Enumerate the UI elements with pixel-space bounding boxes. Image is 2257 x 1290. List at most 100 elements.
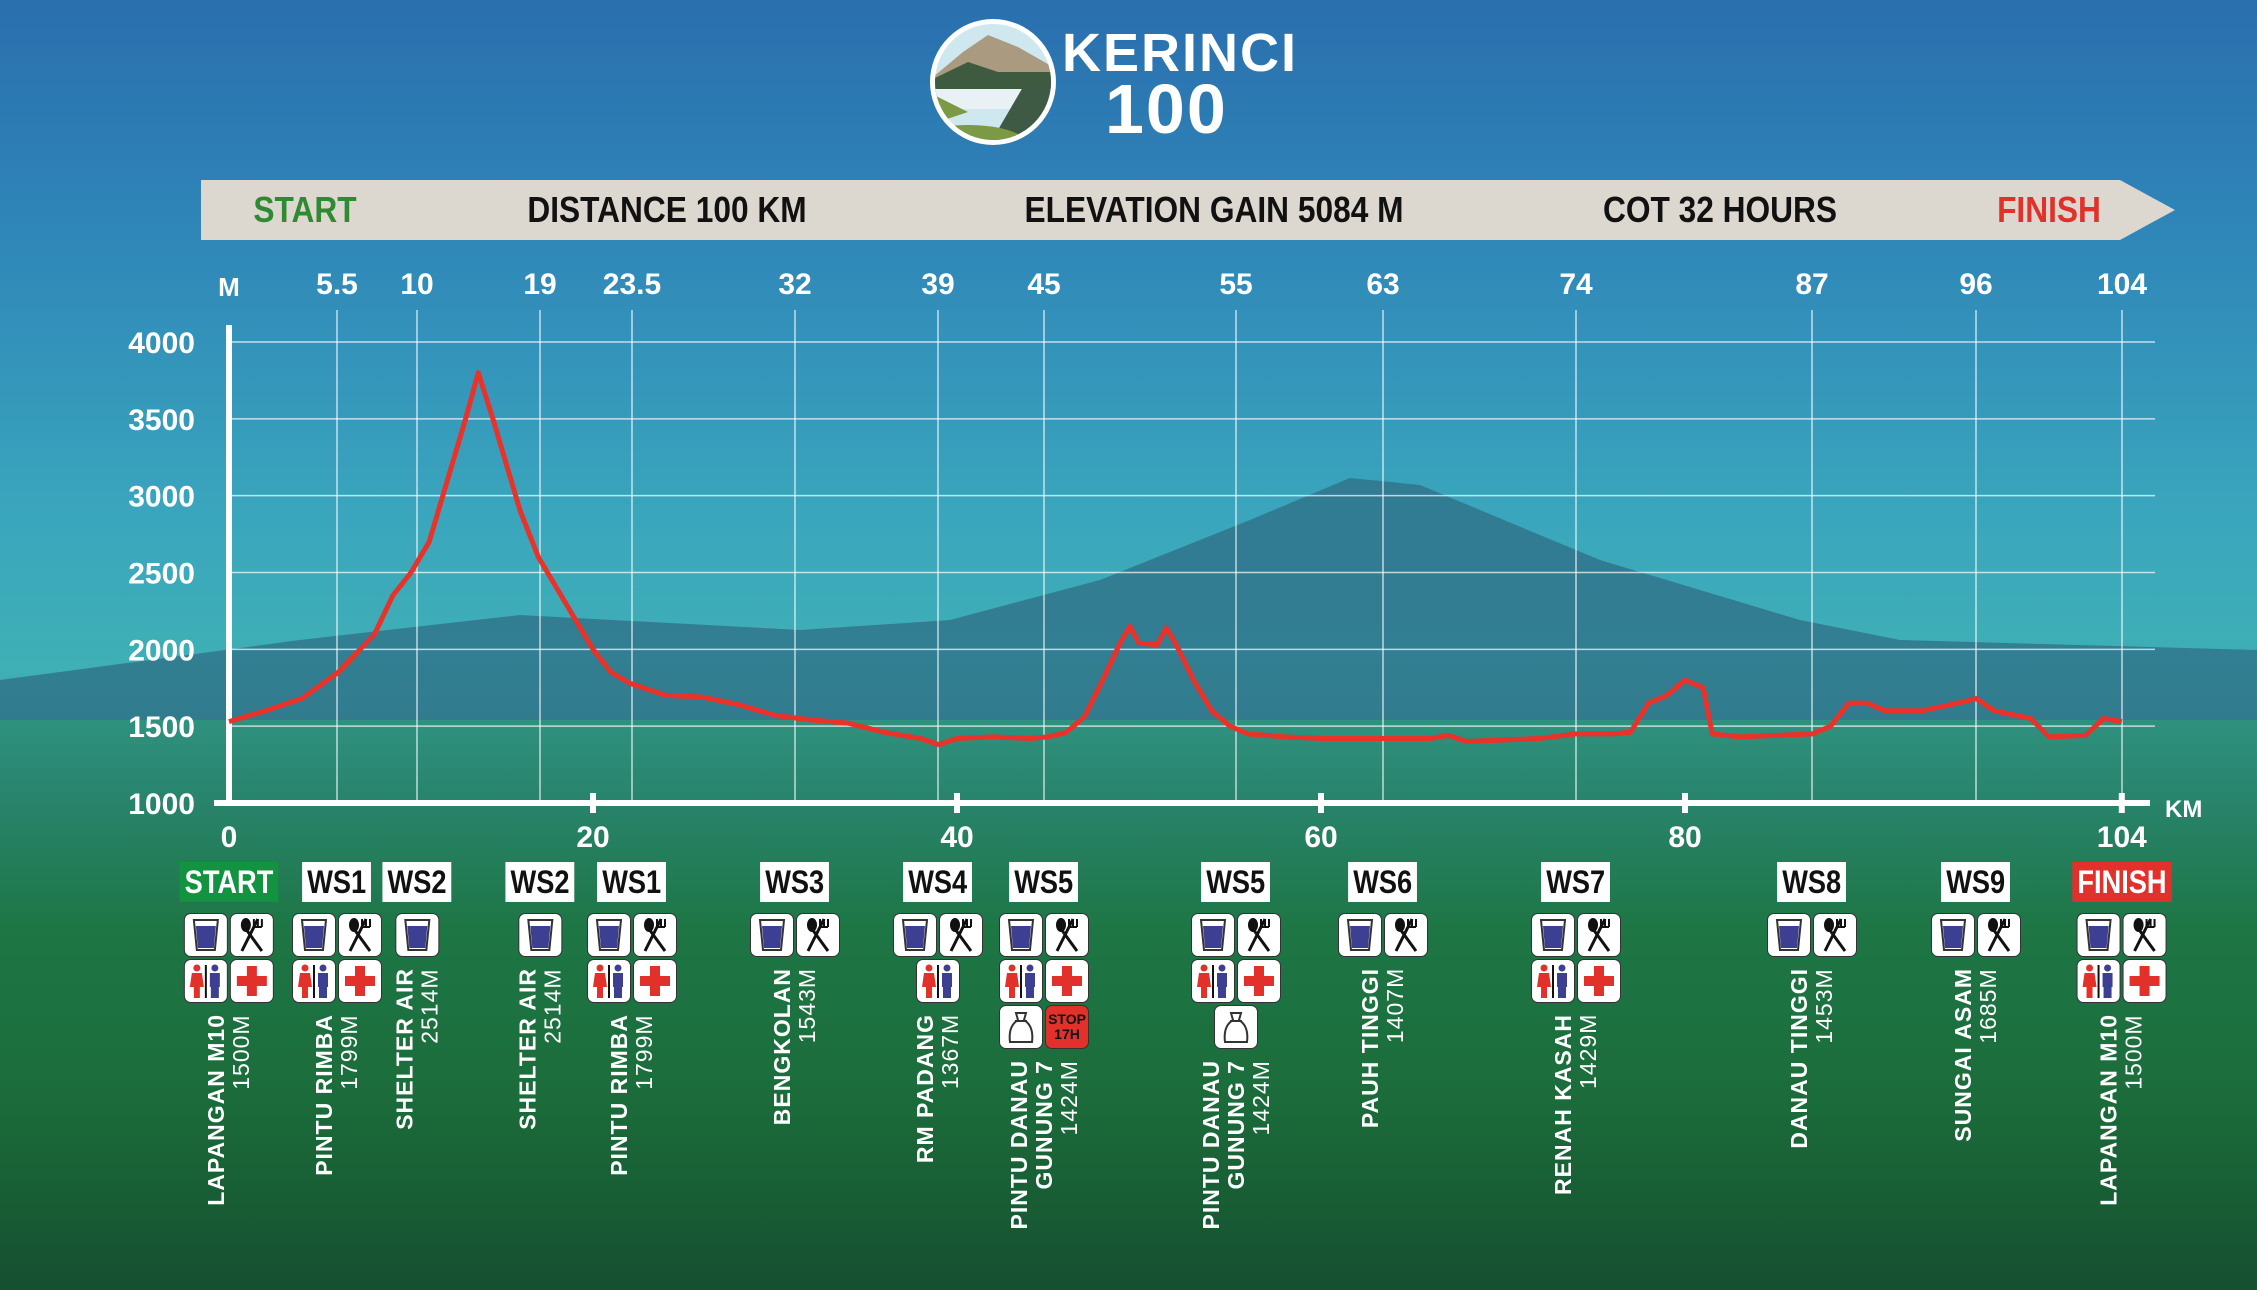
food-icon bbox=[339, 914, 381, 956]
facility-icon-row bbox=[1532, 960, 1620, 1002]
station-location: RM PADANG 1367M bbox=[912, 1014, 963, 1164]
food-icon bbox=[1238, 914, 1280, 956]
facility-icon-row bbox=[1768, 914, 1856, 956]
station-elevation: 1500M bbox=[228, 1014, 254, 1090]
station-elevation: 1685M bbox=[1975, 968, 2001, 1044]
food-icon bbox=[634, 914, 676, 956]
station-elevation: 1424M bbox=[1055, 1060, 1082, 1136]
station-label: WS4 bbox=[903, 862, 973, 902]
y-tick-label: 4000 bbox=[128, 327, 195, 360]
facility-icon-row bbox=[519, 914, 561, 956]
stop-icon: STOP 17H bbox=[1046, 1006, 1088, 1048]
water-icon bbox=[1932, 914, 1974, 956]
station-label: FINISH bbox=[2072, 862, 2172, 902]
y-tick-label: 1500 bbox=[128, 711, 195, 744]
banner-start: START bbox=[253, 189, 357, 230]
station-location: LAPANGAN M10 1500M bbox=[2095, 1014, 2147, 1206]
banner-distance: DISTANCE 100 KM bbox=[527, 189, 807, 230]
y-tick-label: 3000 bbox=[128, 481, 195, 514]
station-ws9: WS9 SUNGAI ASAM 1685M bbox=[1932, 862, 2020, 1142]
station-location: SHELTER AIR 2514M bbox=[391, 968, 442, 1130]
facility-icon-row bbox=[1339, 914, 1427, 956]
food-icon bbox=[797, 914, 839, 956]
logo-title-100: 100 bbox=[1105, 70, 1228, 148]
checkpoint-km-label: 32 bbox=[778, 268, 811, 301]
water-icon bbox=[588, 914, 630, 956]
x-tick-label: 60 bbox=[1304, 821, 1337, 854]
food-icon bbox=[1978, 914, 2020, 956]
water-icon bbox=[185, 914, 227, 956]
water-icon bbox=[2077, 914, 2120, 956]
y-tick-label: 1000 bbox=[128, 788, 195, 821]
x-axis-unit-label: KM bbox=[2165, 796, 2202, 823]
food-icon bbox=[1814, 914, 1856, 956]
checkpoint-km-label: 23.5 bbox=[603, 268, 661, 301]
station-label: WS8 bbox=[1777, 862, 1847, 902]
facility-icon-row bbox=[751, 914, 839, 956]
banner-elevation-gain: ELEVATION GAIN 5084 M bbox=[1024, 189, 1404, 230]
checkpoint-km-label: 63 bbox=[1366, 268, 1399, 301]
facility-icon-row bbox=[1192, 960, 1280, 1002]
y-axis-unit-label: M bbox=[218, 272, 240, 302]
station-elevation: 2514M bbox=[416, 968, 442, 1044]
y-tick-label: 2500 bbox=[128, 558, 195, 591]
station-name: SHELTER AIR bbox=[391, 968, 417, 1130]
station-location: RENAH KASAH 1429M bbox=[1550, 1014, 1601, 1195]
water-icon bbox=[751, 914, 793, 956]
checkpoint-km-label: 104 bbox=[2097, 268, 2147, 301]
facility-icon-row bbox=[1000, 914, 1088, 956]
water-icon bbox=[1000, 914, 1042, 956]
facility-icon-row bbox=[185, 960, 273, 1002]
checkpoint-km-label: 74 bbox=[1559, 268, 1593, 301]
drop-bag-icon bbox=[1215, 1006, 1257, 1048]
facility-icon-row bbox=[293, 960, 381, 1002]
logo-title-kerinci: KERINCI bbox=[1062, 23, 1299, 83]
station-location: PINTU RIMBA 1799M bbox=[606, 1014, 657, 1176]
medic-icon bbox=[634, 960, 676, 1002]
water-icon bbox=[1192, 914, 1234, 956]
station-ws5: WS5 STOP 17H PINTU DANAU GUNUNG 7 1424M bbox=[1000, 862, 1088, 1229]
station-label: WS5 bbox=[1201, 862, 1271, 902]
water-icon bbox=[1768, 914, 1810, 956]
checkpoint-km-label: 19 bbox=[523, 268, 556, 301]
toilet-icon bbox=[185, 960, 227, 1002]
facility-icon-row bbox=[1192, 914, 1280, 956]
station-location: PINTU RIMBA 1799M bbox=[311, 1014, 362, 1176]
checkpoint-km-label: 39 bbox=[921, 268, 954, 301]
facility-icon-row bbox=[588, 914, 676, 956]
food-icon bbox=[1385, 914, 1427, 956]
medic-icon bbox=[1238, 960, 1280, 1002]
station-start: START LAPANGAN M10 1500M bbox=[171, 862, 287, 1206]
facility-icon-row bbox=[1215, 1006, 1257, 1048]
y-tick-label: 3500 bbox=[128, 404, 195, 437]
station-label: WS1 bbox=[302, 862, 372, 902]
facility-icon-row bbox=[1932, 914, 2020, 956]
water-icon bbox=[1532, 914, 1574, 956]
x-tick-label: 40 bbox=[940, 821, 973, 854]
station-name: RENAH KASAH bbox=[1550, 1014, 1576, 1195]
station-name: PAUH TINGGI bbox=[1357, 968, 1383, 1129]
station-label: WS5 bbox=[1009, 862, 1079, 902]
station-elevation: 2514M bbox=[539, 968, 565, 1044]
checkpoint-km-label: 45 bbox=[1027, 268, 1060, 301]
station-elevation: 1500M bbox=[2120, 1014, 2147, 1090]
station-name: RM PADANG bbox=[912, 1014, 938, 1164]
station-name: LAPANGAN M10 bbox=[2095, 1014, 2122, 1206]
station-label: WS3 bbox=[760, 862, 830, 902]
station-ws2: WS2 SHELTER AIR 2514M bbox=[499, 862, 580, 1130]
station-ws2: WS2 SHELTER AIR 2514M bbox=[376, 862, 457, 1130]
toilet-icon bbox=[588, 960, 630, 1002]
station-name: BENGKOLAN bbox=[769, 968, 795, 1126]
checkpoint-km-label: 10 bbox=[400, 268, 433, 301]
station-ws4: WS4 RM PADANG 1367M bbox=[894, 862, 982, 1163]
elevation-profile-chart: 1000 1500 2000 2500 3000 3500 4000 5.5 10 19 23.5 3… bbox=[128, 268, 2203, 854]
station-finish: FINISH LAPANGAN M10 1500M bbox=[2064, 862, 2181, 1206]
food-icon bbox=[1578, 914, 1620, 956]
station-elevation: 1799M bbox=[336, 1014, 362, 1090]
station-name: SUNGAI ASAM bbox=[1950, 968, 1976, 1142]
station-location: DANAU TINGGI 1453M bbox=[1786, 968, 1837, 1149]
station-ws7: WS7 RENAH KASAH 1429M bbox=[1532, 862, 1620, 1195]
station-location: SUNGAI ASAM 1685M bbox=[1950, 968, 2001, 1142]
checkpoint-km-label: 55 bbox=[1219, 268, 1252, 301]
station-label: WS1 bbox=[597, 862, 667, 902]
